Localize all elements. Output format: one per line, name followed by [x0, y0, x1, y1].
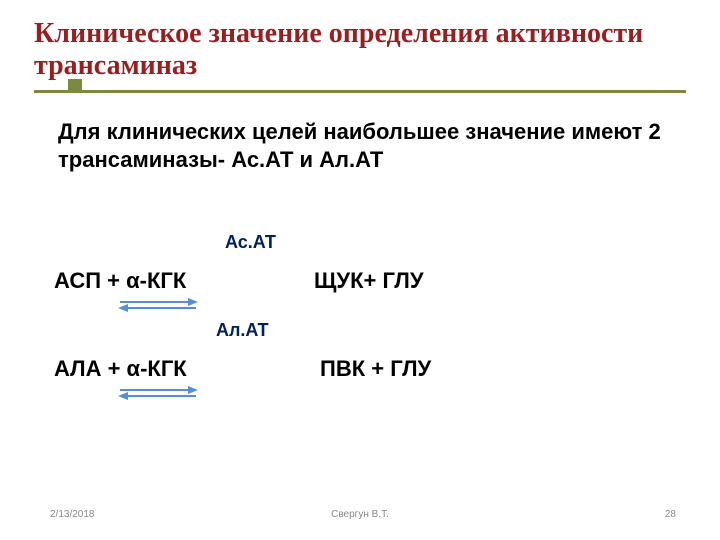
double-arrow-icon: [118, 298, 198, 312]
enzyme-label-asat: Ас.АТ: [225, 232, 276, 253]
footer-author: Свергун В.Т.: [0, 509, 720, 520]
enzyme-label-alat: Ал.АТ: [216, 320, 269, 341]
reaction-2-right: ПВК + ГЛУ: [320, 356, 431, 382]
reaction-1-left: АСП + α-КГК: [54, 268, 186, 294]
slide-title: Клиническое значение определения активно…: [34, 18, 686, 82]
intro-paragraph: Для клинических целей наибольшее значени…: [58, 118, 668, 173]
footer-page: 28: [665, 509, 676, 520]
title-box: Клиническое значение определения активно…: [34, 18, 686, 93]
reaction-2-left: АЛА + α-КГК: [54, 356, 187, 382]
slide: Клиническое значение определения активно…: [0, 0, 720, 540]
title-accent-square: [68, 79, 82, 93]
reaction-1-right: ЩУК+ ГЛУ: [314, 268, 424, 294]
double-arrow-icon: [118, 386, 198, 400]
